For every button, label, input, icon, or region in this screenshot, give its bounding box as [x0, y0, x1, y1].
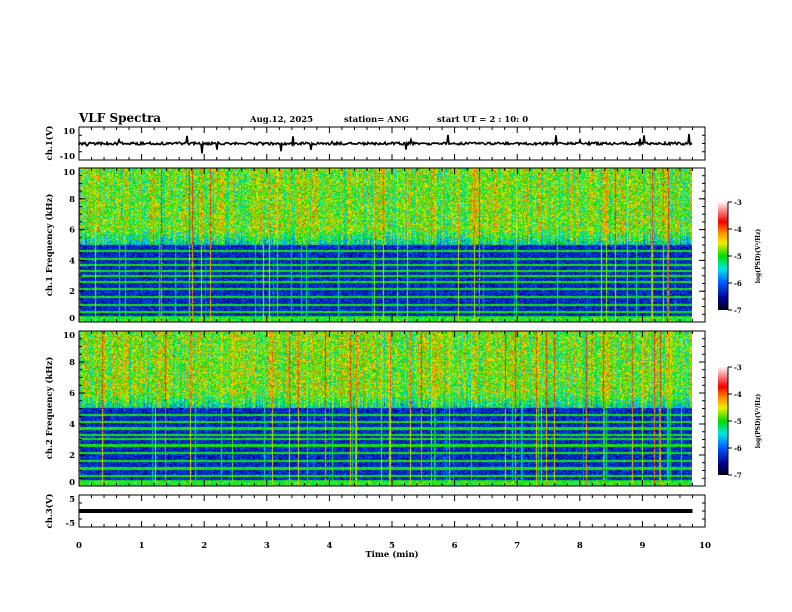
colorbar-1 — [718, 202, 728, 310]
station-label: station= ANG — [344, 115, 409, 125]
y-tick-label: 6 — [69, 389, 75, 399]
x-tick-label: 4 — [326, 541, 332, 551]
colorbar-tick-label: -7 — [734, 306, 742, 315]
y-tick-label: -5 — [66, 519, 76, 529]
colorbar-tick-label: -7 — [734, 471, 742, 480]
y-tick-label: 0 — [69, 314, 75, 324]
ch1-waveform-line — [78, 133, 693, 154]
colorbar-1-label: log(PSD)(V²/Hz) — [755, 229, 762, 284]
colorbar-tick-label: -5 — [734, 417, 742, 426]
x-axis-label: Time (min) — [365, 549, 418, 560]
colorbar-tick-label: -3 — [734, 198, 742, 207]
y-tick-label: 4 — [69, 256, 75, 266]
x-tick-label: 6 — [452, 541, 458, 551]
x-tick-label: 10 — [699, 541, 711, 551]
ch3-ylabel: ch.3(V) — [44, 494, 55, 529]
x-tick-label: 8 — [577, 541, 583, 551]
x-tick-label: 1 — [139, 541, 145, 551]
colorbar-tick-label: -4 — [734, 390, 742, 399]
colorbar-tick-label: -3 — [734, 363, 742, 372]
ch2-spectrogram — [79, 331, 692, 486]
y-tick-label: 10 — [63, 127, 75, 137]
start-time-label: start UT = 2 : 10: 0 — [437, 115, 528, 125]
panel-frame — [78, 330, 706, 487]
chart-title: VLF Spectra — [78, 111, 161, 125]
y-tick-label: 8 — [69, 358, 75, 368]
y-tick-label: 2 — [69, 287, 75, 297]
ch2-spec-ylabel: ch.2 Frequency (kHz) — [44, 357, 55, 460]
x-tick-label: 3 — [264, 541, 270, 551]
x-tick-label: 9 — [639, 541, 645, 551]
x-tick-label: 0 — [76, 541, 82, 551]
y-tick-label: 4 — [69, 420, 75, 430]
colorbar-tick-label: -6 — [734, 279, 742, 288]
y-tick-label: 2 — [69, 451, 75, 461]
y-tick-label: 0 — [69, 478, 75, 488]
x-tick-label: 7 — [514, 541, 520, 551]
y-tick-label: 5 — [69, 495, 75, 505]
colorbar-2 — [718, 367, 728, 475]
ch1-spectrogram — [79, 168, 692, 322]
x-tick-label: 5 — [389, 541, 395, 551]
ch1-ylabel: ch.1(V) — [44, 126, 55, 161]
y-tick-label: 6 — [69, 226, 75, 236]
ch1-spec-ylabel: ch.1 Frequency (kHz) — [44, 194, 55, 297]
y-tick-label: -10 — [60, 152, 75, 162]
y-tick-label: 8 — [69, 195, 75, 205]
date-label: Aug.12, 2025 — [249, 115, 313, 125]
colorbar-tick-label: -4 — [734, 225, 742, 234]
colorbar-2-label: log(PSD)(V²/Hz) — [755, 394, 762, 449]
y-tick-label: 10 — [63, 168, 75, 178]
y-tick-label: 10 — [63, 331, 75, 341]
panel-frame — [78, 167, 706, 323]
colorbar-tick-label: -6 — [734, 444, 742, 453]
x-tick-label: 2 — [201, 541, 207, 551]
colorbar-tick-label: -5 — [734, 252, 742, 261]
